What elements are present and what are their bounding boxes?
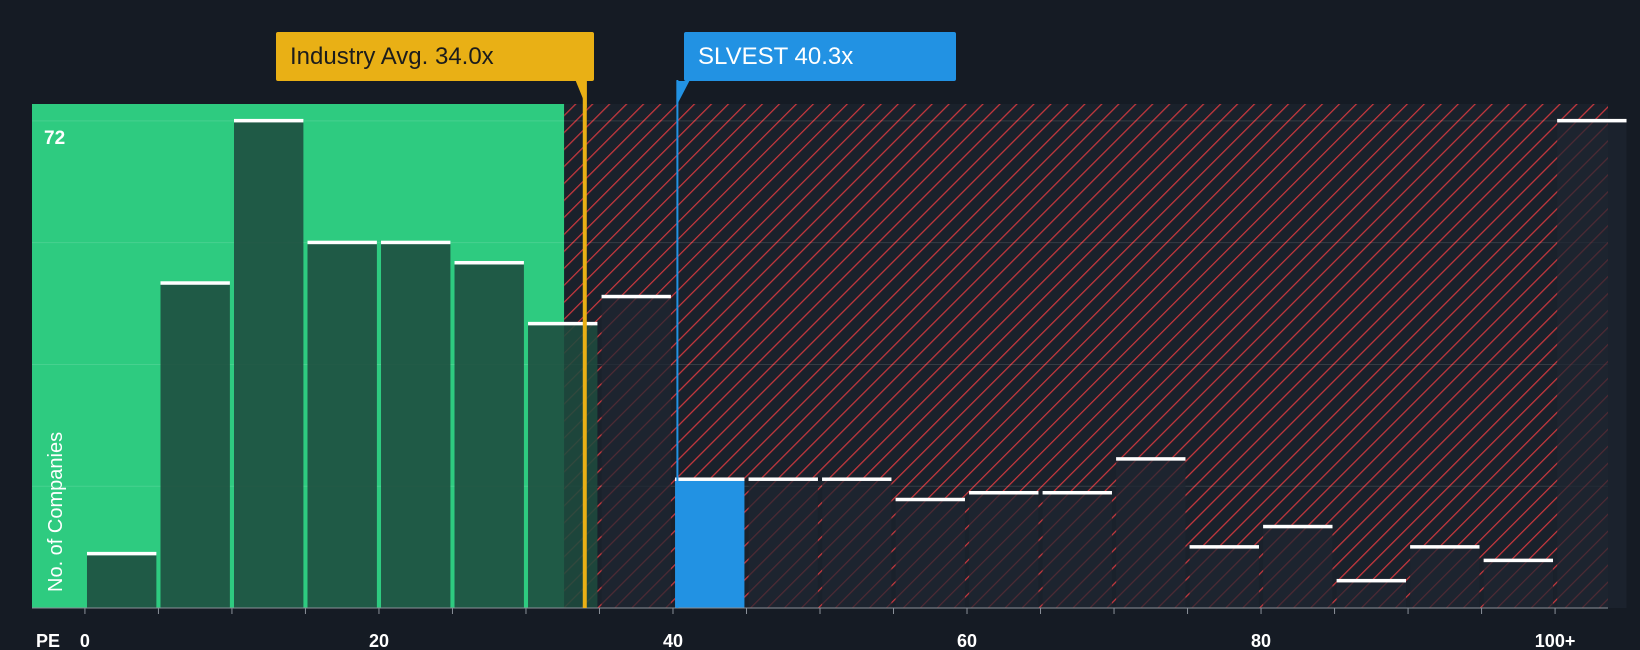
histogram-bar-cap-0 (86, 551, 157, 556)
histogram-bar-8 (675, 479, 745, 608)
industry-average-pointer (575, 81, 587, 108)
histogram-bar-1 (160, 283, 230, 608)
histogram-bar-cap-3 (307, 240, 377, 245)
x-tick-label-2: 40 (663, 631, 683, 650)
histogram-bar-12 (969, 492, 1039, 608)
histogram-bar-11 (895, 499, 965, 608)
histogram-bar-5 (454, 262, 524, 608)
industry-average-callout: Industry Avg. 34.0x (276, 32, 594, 81)
histogram-bar-cap-13 (1042, 490, 1112, 495)
histogram-bar-cap-10 (822, 477, 892, 481)
histogram-bar-cap-9 (748, 477, 818, 481)
histogram-bar-2 (233, 120, 304, 608)
x-tick-label-4: 80 (1251, 631, 1271, 650)
x-tick-label-5: 100+ (1535, 631, 1576, 650)
histogram-bar-16 (1263, 526, 1333, 608)
x-tick-label-1: 20 (369, 631, 389, 650)
histogram-bar-cap-17 (1336, 578, 1407, 583)
company-pe-callout: SLVEST 40.3x (684, 32, 956, 81)
y-max-label: 72 (44, 128, 65, 149)
histogram-bar-3 (307, 242, 377, 608)
histogram-bar-7 (601, 296, 671, 608)
histogram-bar-cap-8 (675, 477, 745, 481)
histogram-bar-19 (1483, 560, 1554, 608)
histogram-bar-9 (748, 479, 818, 608)
histogram-bar-13 (1042, 492, 1112, 608)
histogram-bar-18 (1410, 547, 1480, 608)
histogram-bar-cap-1 (160, 281, 230, 285)
histogram-bar-10 (822, 479, 892, 608)
histogram-bar-0 (86, 553, 157, 608)
industry-average-line (582, 80, 587, 608)
x-axis-label: PE (36, 631, 60, 650)
histogram-bar-14 (1116, 459, 1186, 608)
histogram-bar-15 (1189, 547, 1259, 608)
histogram-bar-cap-20 (1557, 118, 1627, 123)
histogram-bar-20 (1557, 120, 1627, 608)
company-pe-pointer (676, 81, 690, 106)
histogram-bar-cap-2 (233, 118, 304, 123)
histogram-bar-cap-19 (1483, 558, 1554, 563)
histogram-bar-cap-15 (1189, 545, 1259, 549)
histogram-bar-17 (1336, 580, 1407, 608)
y-axis-label: No. of Companies (45, 432, 67, 592)
histogram-bar-4 (381, 242, 451, 608)
x-tick-label-0: 0 (80, 631, 90, 650)
histogram-bar-6 (528, 323, 598, 608)
histogram-bar-cap-11 (895, 497, 965, 502)
histogram-bar-cap-6 (528, 321, 598, 326)
histogram-bar-cap-14 (1116, 457, 1186, 461)
histogram-bar-cap-16 (1263, 524, 1333, 529)
histogram-bar-cap-18 (1410, 545, 1480, 549)
histogram-bar-cap-5 (454, 260, 524, 265)
company-pe-line (676, 80, 679, 608)
histogram-bar-cap-12 (969, 490, 1039, 495)
x-tick-label-3: 60 (957, 631, 977, 650)
histogram-bar-cap-4 (381, 240, 451, 245)
histogram-bar-cap-7 (601, 294, 671, 299)
